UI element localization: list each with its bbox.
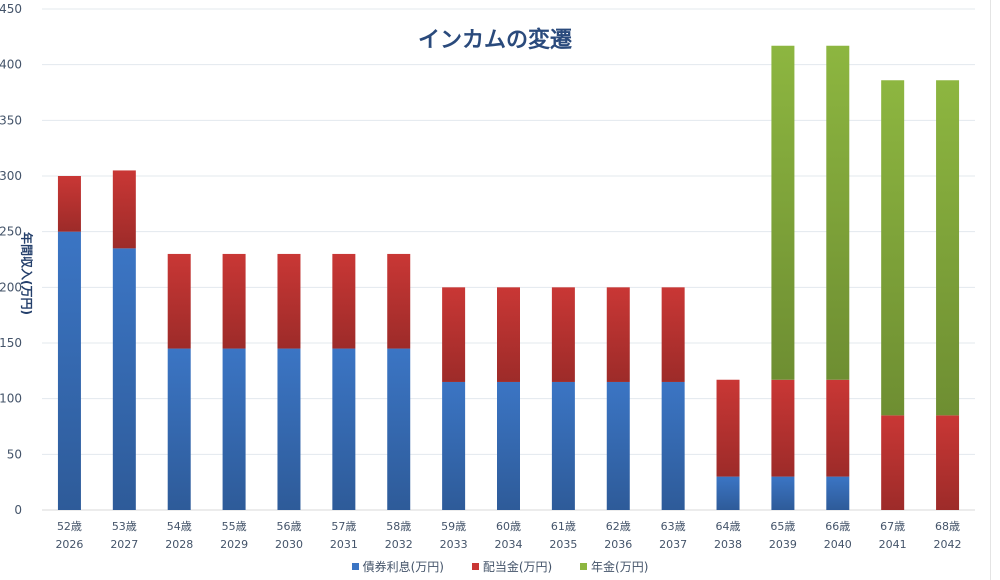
x-tick-label-age: 65歳 bbox=[770, 520, 795, 533]
gridlines bbox=[42, 8, 975, 511]
chart-title: インカムの変遷 bbox=[417, 28, 572, 53]
legend-swatch-dividends bbox=[471, 563, 479, 570]
bar-pension bbox=[936, 80, 960, 416]
y-axis-label: 年間収入(万円) bbox=[19, 232, 34, 315]
bar-bonds bbox=[222, 348, 246, 510]
bar-dividends bbox=[222, 253, 246, 349]
bar-bonds bbox=[716, 476, 740, 510]
x-tick-label-age: 57歳 bbox=[331, 520, 356, 533]
bar-bonds bbox=[771, 476, 795, 510]
x-tick-label-age: 67歳 bbox=[880, 520, 905, 533]
x-tick-label-year: 2026 bbox=[55, 538, 83, 551]
x-tick-label-year: 2035 bbox=[549, 538, 577, 551]
x-tick-label-age: 63歳 bbox=[661, 520, 686, 533]
y-tick-label: 150 bbox=[0, 336, 22, 350]
legend-swatch-pension bbox=[580, 563, 588, 570]
x-tick-label-age: 54歳 bbox=[167, 520, 192, 533]
legend: 債券利息(万円) 配当金(万円) 年金(万円) bbox=[0, 558, 1000, 575]
bar-dividends bbox=[716, 379, 740, 477]
x-tick-label-age: 56歳 bbox=[276, 520, 301, 533]
bar-dividends bbox=[277, 253, 301, 349]
x-tick-label-year: 2042 bbox=[934, 538, 962, 551]
bar-dividends bbox=[551, 287, 575, 382]
x-tick-label-age: 59歳 bbox=[441, 520, 466, 533]
bar-dividends bbox=[57, 176, 81, 232]
x-tick-label-year: 2036 bbox=[604, 538, 632, 551]
y-tick-label: 250 bbox=[0, 225, 22, 239]
legend-item-pension: 年金(万円) bbox=[580, 558, 648, 575]
x-tick-label-year: 2033 bbox=[440, 538, 468, 551]
x-tick-label-age: 61歳 bbox=[551, 520, 576, 533]
x-tick-label-age: 68歳 bbox=[935, 520, 960, 533]
bar-bonds bbox=[826, 476, 850, 510]
y-tick-label: 400 bbox=[0, 58, 22, 72]
x-tick-label-age: 52歳 bbox=[57, 520, 82, 533]
y-tick-label: 0 bbox=[14, 503, 22, 517]
bar-dividends bbox=[387, 253, 411, 349]
bar-dividends bbox=[167, 253, 191, 349]
y-tick-label: 350 bbox=[0, 113, 22, 127]
bar-bonds bbox=[57, 231, 81, 510]
x-tick-label-age: 62歳 bbox=[606, 520, 631, 533]
x-tick-label-year: 2030 bbox=[275, 538, 303, 551]
y-tick-label: 200 bbox=[0, 280, 22, 294]
bar-bonds bbox=[112, 248, 136, 510]
chart-border bbox=[990, 0, 991, 580]
x-tick-label-age: 60歳 bbox=[496, 520, 521, 533]
x-tick-label-age: 53歳 bbox=[112, 520, 137, 533]
bar-pension bbox=[826, 45, 850, 380]
bar-dividends bbox=[881, 415, 905, 510]
legend-label-pension: 年金(万円) bbox=[591, 560, 649, 574]
bar-dividends bbox=[442, 287, 466, 382]
bar-bonds bbox=[167, 348, 191, 510]
bar-pension bbox=[881, 80, 905, 416]
bar-pension bbox=[771, 45, 795, 380]
bar-dividends bbox=[661, 287, 685, 382]
x-tick-label-year: 2028 bbox=[165, 538, 193, 551]
y-tick-label: 50 bbox=[7, 447, 22, 461]
bar-bonds bbox=[387, 348, 411, 510]
y-tick-label: 450 bbox=[0, 2, 22, 16]
bar-dividends bbox=[606, 287, 630, 382]
x-tick-label-year: 2027 bbox=[110, 538, 138, 551]
x-tick-label-age: 55歳 bbox=[222, 520, 247, 533]
bar-bonds bbox=[442, 381, 466, 510]
x-tick-label-year: 2029 bbox=[220, 538, 248, 551]
legend-label-dividends: 配当金(万円) bbox=[482, 560, 553, 574]
bar-bonds bbox=[332, 348, 356, 510]
bar-dividends bbox=[826, 379, 850, 477]
legend-label-bonds: 債券利息(万円) bbox=[362, 560, 444, 574]
x-tick-label-age: 66歳 bbox=[825, 520, 850, 533]
bar-bonds bbox=[661, 381, 685, 510]
x-tick-label-age: 64歳 bbox=[716, 520, 741, 533]
y-tick-label: 100 bbox=[0, 392, 22, 406]
bar-bonds bbox=[606, 381, 630, 510]
bar-dividends bbox=[936, 415, 960, 510]
x-axis-ticks: 52歳 2026 53歳 2027 54歳 2028 55歳 2029 56歳 2030 57歳 20… bbox=[55, 520, 961, 551]
bar-dividends bbox=[497, 287, 520, 382]
x-tick-label-year: 2038 bbox=[714, 538, 742, 551]
bar-bonds bbox=[277, 348, 301, 510]
bar-dividends bbox=[112, 170, 136, 249]
x-tick-label-year: 2037 bbox=[659, 538, 687, 551]
x-tick-label-year: 2034 bbox=[495, 538, 523, 551]
x-tick-label-year: 2039 bbox=[769, 538, 797, 551]
bar-bonds bbox=[497, 381, 520, 510]
x-tick-label-year: 2040 bbox=[824, 538, 852, 551]
legend-item-dividends: 配当金(万円) bbox=[471, 558, 553, 575]
x-tick-label-year: 2031 bbox=[330, 538, 358, 551]
y-axis-ticks: 0 50 100 150 200 250 300 350 400 450 bbox=[0, 2, 22, 517]
legend-swatch-bonds bbox=[351, 563, 359, 570]
x-tick-label-year: 2041 bbox=[879, 538, 907, 551]
bars bbox=[57, 45, 960, 510]
x-tick-label-year: 2032 bbox=[385, 538, 413, 551]
y-tick-label: 300 bbox=[0, 169, 22, 183]
bar-bonds bbox=[551, 381, 575, 510]
legend-item-bonds: 債券利息(万円) bbox=[351, 558, 444, 575]
x-tick-label-age: 58歳 bbox=[386, 520, 411, 533]
bar-dividends bbox=[771, 379, 795, 477]
bar-dividends bbox=[332, 253, 356, 349]
